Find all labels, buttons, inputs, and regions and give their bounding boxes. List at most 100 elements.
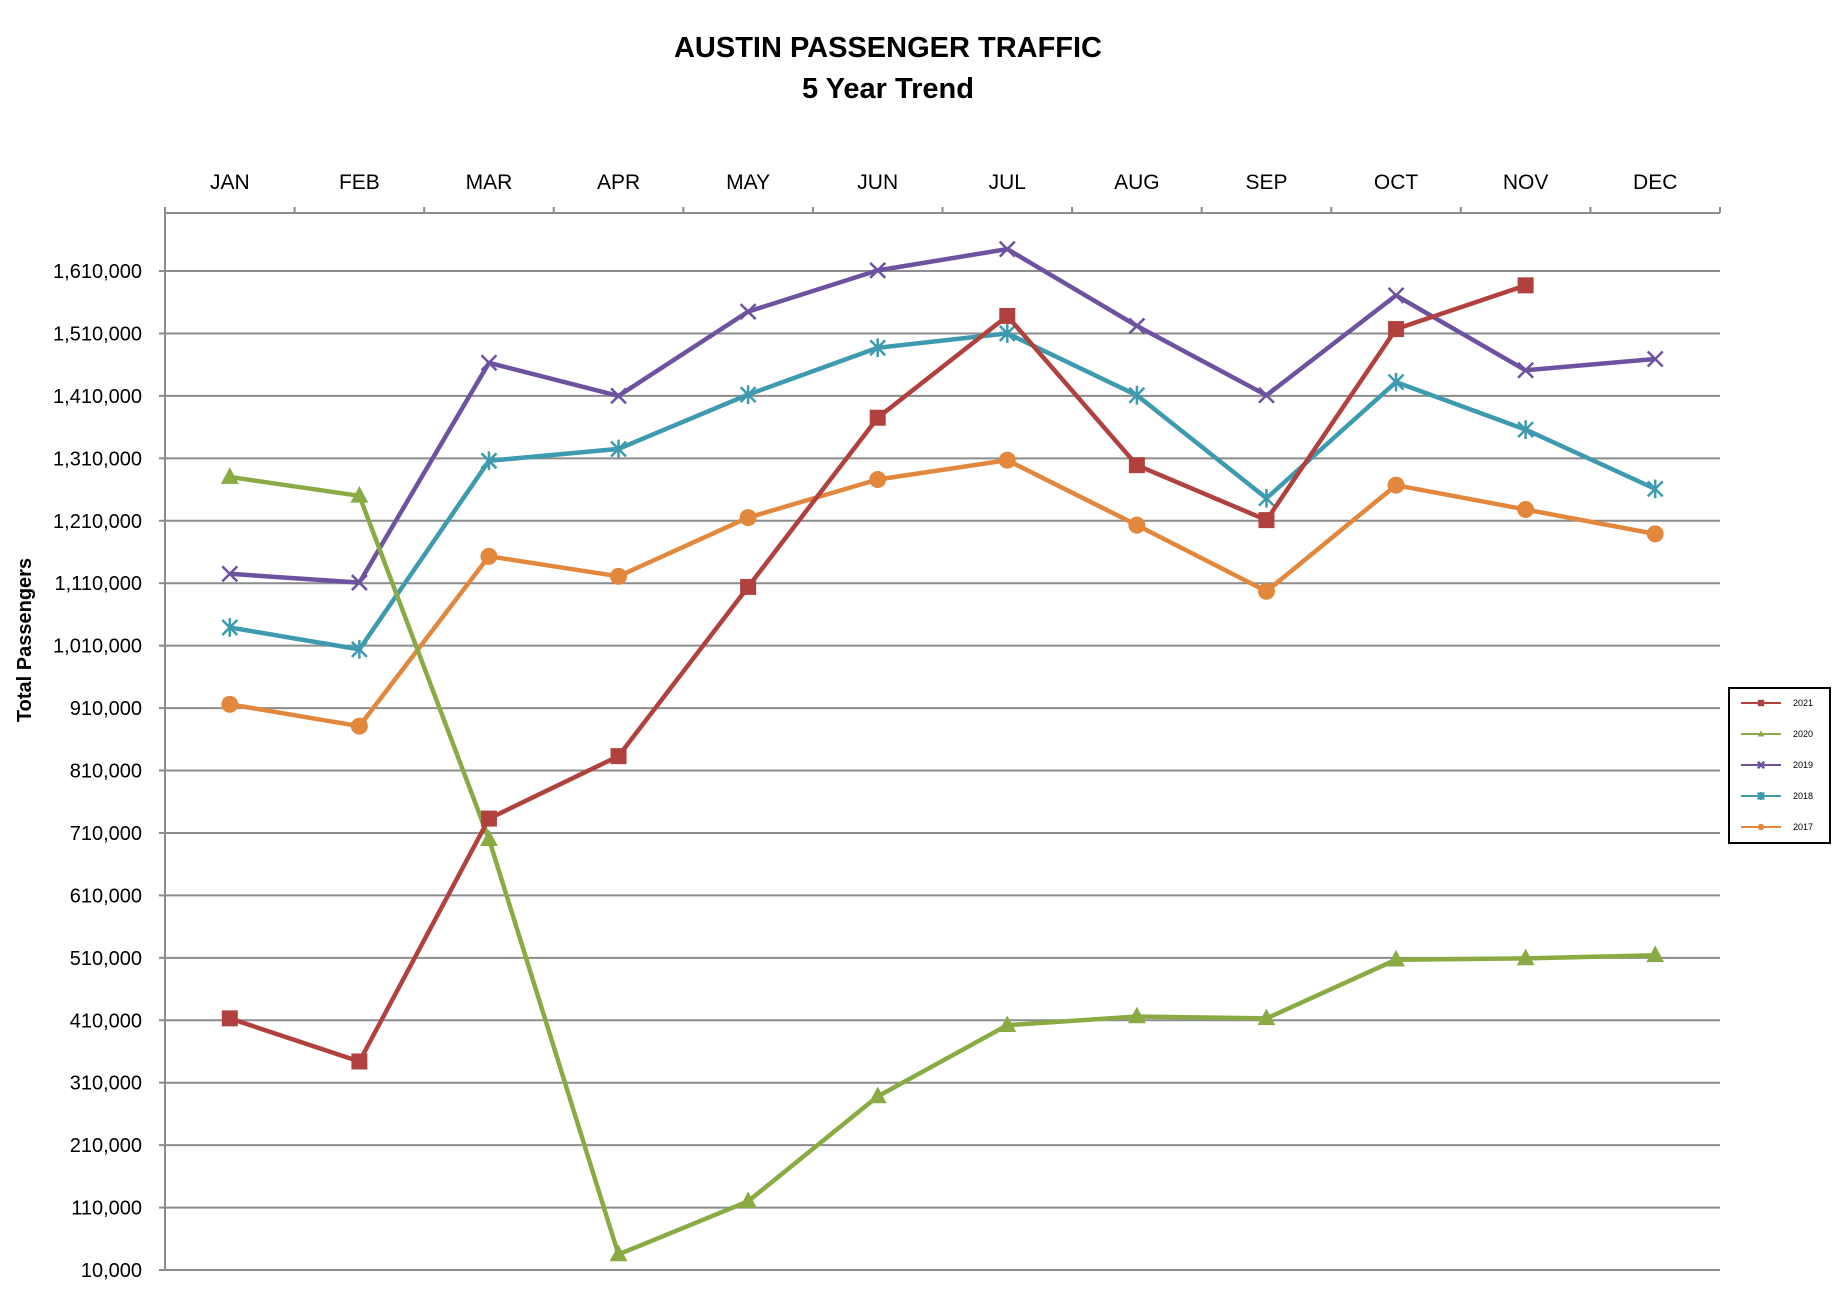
data-point [1646,525,1664,543]
y-tick-label: 410,000 [70,1010,142,1032]
y-tick-label: 1,410,000 [53,386,142,408]
series-line [229,331,1657,652]
data-point [1516,948,1535,966]
data-point [1517,501,1535,519]
legend: 2021 2020 2019 2018 2017 [1728,687,1831,844]
series-2018 [221,324,1664,659]
y-tick-label: 610,000 [70,885,142,907]
legend-item-2020: 2020 [1741,729,1813,739]
data-point [1387,286,1405,304]
data-point [351,1053,368,1070]
data-point [1646,479,1664,499]
y-tick-label: 1,310,000 [53,448,142,470]
x-tick-label: AUG [1114,171,1160,194]
data-point [1387,476,1405,494]
series-2021 [221,277,1534,1070]
x-tick-label: FEB [339,171,380,194]
data-point [998,324,1016,343]
data-point [1646,945,1665,963]
y-tick-label: 1,210,000 [53,511,142,533]
data-point [1517,277,1534,294]
data-point [220,467,239,484]
data-point [221,565,239,583]
legend-item-2021: 2021 [1741,698,1813,708]
y-tick-label: 1,110,000 [55,573,143,595]
x-tick-label: APR [597,171,640,194]
data-point [869,409,886,426]
data-point [480,547,498,565]
data-point [1757,699,1765,707]
y-tick-label: 310,000 [70,1073,142,1095]
series-line [229,246,1656,585]
data-point [998,1015,1017,1033]
data-point [1257,582,1275,600]
chart-subtitle: 5 Year Trend [802,73,974,105]
y-tick-label: 10,000 [81,1260,142,1282]
data-point [610,748,627,765]
data-point [1757,823,1765,831]
y-tick-label: 810,000 [70,761,142,783]
x-tick-label: SEP [1245,171,1287,194]
data-point [1388,321,1405,338]
data-point [998,240,1016,258]
x-tick-label: DEC [1633,171,1677,194]
series-line [229,474,1656,1257]
data-point [739,303,757,320]
legend-item-2018: 2018 [1741,791,1813,801]
data-point [480,451,498,471]
series-lines [220,240,1665,1262]
data-point [1756,760,1766,770]
y-tick-label: 1,010,000 [53,636,142,658]
legend-label: 2020 [1793,729,1813,739]
data-point [480,810,497,827]
data-point [1258,512,1275,529]
legend-item-2019: 2019 [1741,760,1813,770]
data-point [1128,385,1146,405]
x-tick-label: JUN [857,171,898,194]
legend-item-2017: 2017 [1741,822,1813,832]
data-point [1258,488,1275,508]
data-point [999,307,1016,324]
x-tick-label: MAR [466,171,513,194]
data-point [610,567,628,585]
data-point [221,1010,238,1027]
legend-label: 2019 [1793,760,1813,770]
data-point [1258,386,1275,404]
data-point [1387,372,1405,392]
data-point [869,338,887,358]
data-point [350,639,368,659]
data-point [869,471,887,489]
data-point [1257,1008,1276,1026]
x-axis-tick-labels: JAN FEB MAR APR MAY JUN JUL AUG SEP OCT NOV DEC [210,171,1677,194]
data-point [480,354,498,372]
data-point [1757,730,1765,737]
data-point [350,717,368,735]
y-axis-label: Total Passengers [14,558,36,722]
data-point [1517,420,1535,439]
series-2020 [220,467,1665,1262]
x-tick-label: JAN [210,171,250,194]
y-axis-tick-labels: 10,000 110,000 210,000 310,000 410,000 510,00… [53,261,142,1282]
data-point [1646,350,1664,368]
series-2017 [221,451,1664,735]
y-tick-label: 1,510,000 [53,323,142,345]
y-tick-label: 1,610,000 [53,261,142,283]
data-point [1128,516,1146,534]
data-point [868,1086,887,1104]
data-point [1756,791,1766,801]
data-point [480,829,498,846]
data-point [1387,949,1405,967]
grid-lines [165,270,1720,1271]
axes [159,207,1721,1271]
data-point [609,1244,628,1262]
legend-label: 2017 [1793,822,1813,832]
data-point [350,574,368,591]
y-tick-label: 710,000 [70,823,142,845]
data-point [739,385,757,405]
data-point [221,695,239,713]
data-point [739,1191,758,1209]
legend-label: 2018 [1793,791,1813,801]
y-tick-label: 210,000 [70,1135,142,1157]
x-tick-label: JUL [989,171,1026,194]
